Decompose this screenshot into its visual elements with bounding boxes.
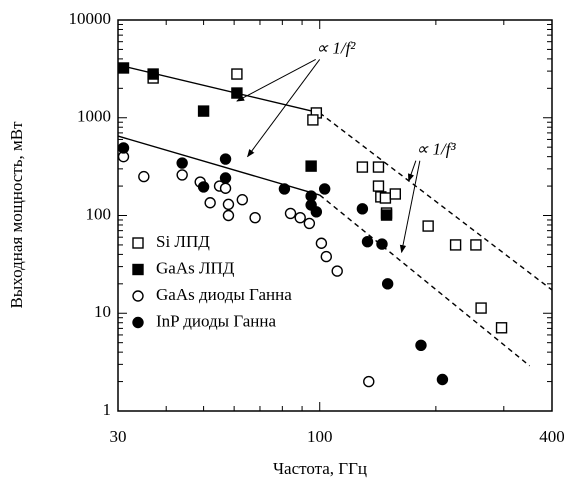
data-point — [389, 188, 402, 200]
data-point — [222, 198, 235, 211]
y-tick-label: 1000 — [77, 107, 111, 126]
data-point — [117, 142, 130, 154]
data-point — [222, 209, 235, 222]
data-point — [372, 180, 385, 192]
legend-marker — [132, 290, 144, 302]
data-point — [249, 211, 261, 224]
data-point — [284, 207, 297, 220]
data-point — [363, 375, 375, 388]
data-point — [381, 278, 394, 290]
legend-marker — [132, 316, 144, 329]
data-point — [219, 182, 232, 194]
legend-marker — [132, 263, 144, 276]
x-tick-label: 400 — [539, 427, 564, 446]
legend-marker — [132, 237, 144, 249]
annotation-arrow — [247, 59, 321, 158]
data-point — [379, 192, 392, 204]
y-tick-label: 100 — [86, 204, 112, 223]
data-point — [436, 373, 449, 386]
data-point — [318, 183, 331, 195]
data-point — [356, 161, 369, 173]
x-axis-label: Частота, ГГц — [273, 459, 367, 478]
x-tick-label: 30 — [110, 427, 127, 446]
legend-label: GaAs ЛПД — [156, 258, 235, 277]
data-point — [117, 62, 130, 74]
legend-label: InP диоды Ганна — [156, 311, 276, 330]
data-point — [231, 87, 243, 99]
data-point — [294, 211, 306, 224]
y-axis-label: Выходная мощность, мВт — [7, 121, 26, 309]
legend-label: Si ЛПД — [156, 232, 210, 251]
y-tick-label: 10 — [94, 302, 111, 321]
y-tick-label: 1 — [103, 400, 112, 419]
data-point — [449, 239, 462, 251]
data-point — [305, 160, 317, 172]
data-point — [372, 161, 385, 173]
data-point — [138, 170, 150, 183]
annotation-arrow — [399, 160, 421, 254]
data-point — [176, 169, 188, 181]
plot-frame — [117, 19, 553, 412]
data-point — [307, 114, 319, 126]
data-point — [380, 209, 393, 221]
data-point — [219, 153, 232, 165]
trend-line — [319, 112, 553, 291]
trend-line — [319, 194, 531, 367]
data-point — [475, 302, 487, 314]
data-point — [278, 183, 291, 195]
x-tick-label: 100 — [307, 427, 333, 446]
data-point — [320, 250, 332, 263]
y-tick-label: 10000 — [69, 9, 112, 28]
data-point — [315, 237, 328, 249]
annotation-arrow — [408, 160, 417, 182]
annotation: ∝ 1/f² — [316, 38, 356, 57]
data-point — [197, 105, 210, 117]
data-point — [495, 322, 508, 334]
data-point — [219, 172, 232, 184]
data-point — [236, 194, 249, 206]
data-point — [204, 197, 216, 209]
data-point — [303, 217, 316, 230]
data-point — [356, 203, 369, 215]
data-point — [422, 220, 434, 232]
data-point — [470, 239, 482, 251]
data-point — [361, 235, 374, 248]
data-point — [310, 206, 323, 218]
data-point — [331, 265, 343, 277]
data-point — [197, 181, 210, 193]
data-point — [147, 68, 159, 80]
legend-label: GaAs диоды Ганна — [156, 285, 292, 304]
data-point — [176, 157, 188, 169]
data-point — [376, 238, 388, 250]
annotation: ∝ 1/f³ — [416, 140, 456, 159]
data-point — [415, 339, 427, 352]
annotation-arrow — [236, 58, 316, 102]
data-point — [231, 68, 243, 80]
